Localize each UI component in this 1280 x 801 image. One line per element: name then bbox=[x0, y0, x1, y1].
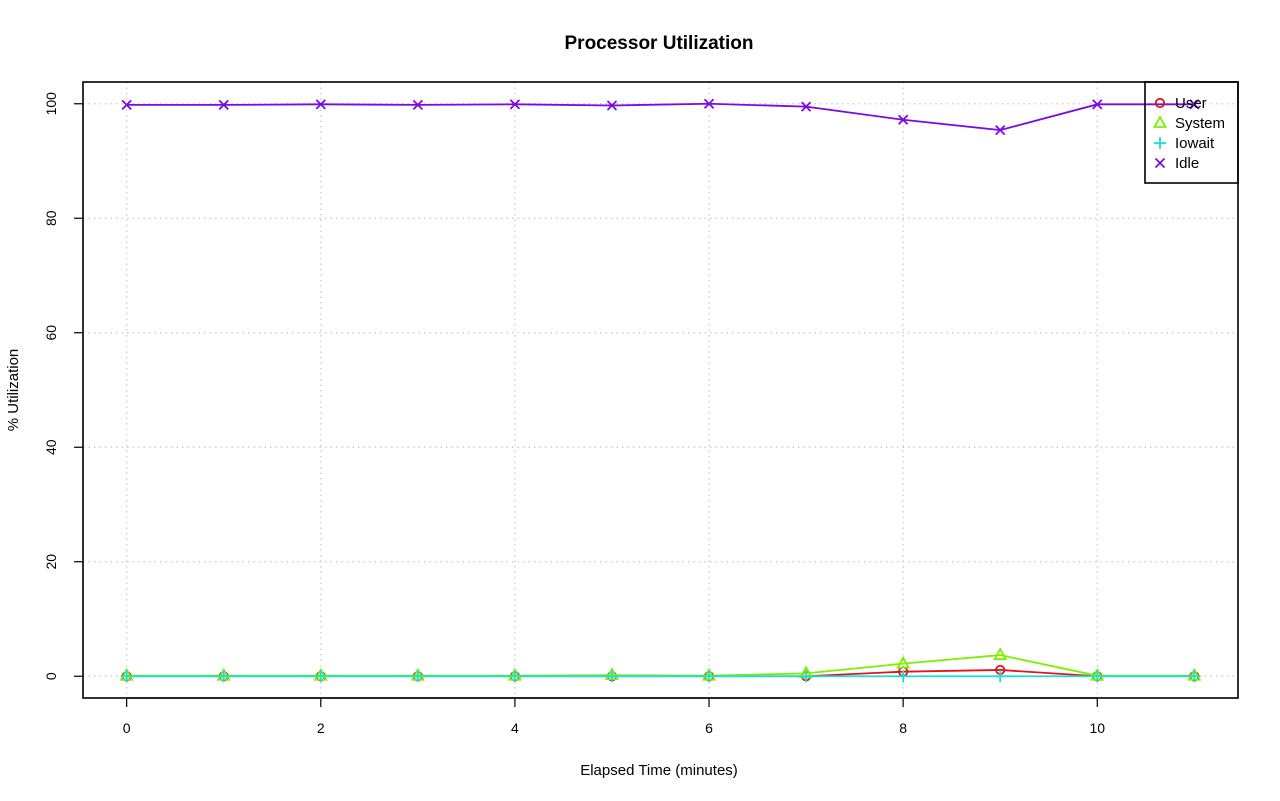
data-point-iowait bbox=[703, 670, 716, 683]
legend-item-iowait: Iowait bbox=[1154, 135, 1215, 152]
series-system bbox=[119, 647, 1202, 681]
data-point-idle bbox=[995, 124, 1006, 136]
y-tick-label: 60 bbox=[43, 325, 59, 341]
x-tick-label: 10 bbox=[1089, 720, 1105, 736]
y-tick-label: 0 bbox=[43, 672, 59, 680]
legend-marker-idle bbox=[1154, 157, 1166, 169]
series-idle bbox=[121, 98, 1200, 136]
legend-marker-system bbox=[1152, 115, 1168, 128]
y-tick-label: 100 bbox=[43, 92, 59, 116]
legend-label-system: System bbox=[1175, 115, 1225, 132]
y-axis: 0 20 40 60 80 100 bbox=[43, 92, 83, 680]
x-axis: 0 2 4 6 8 10 bbox=[123, 697, 1105, 736]
x-tick-label: 2 bbox=[317, 720, 325, 736]
series-iowait bbox=[120, 670, 1201, 683]
legend-marker-user bbox=[1154, 97, 1166, 109]
legend-label-iowait: Iowait bbox=[1175, 135, 1215, 152]
data-point-idle bbox=[800, 101, 812, 112]
data-point-iowait bbox=[1188, 670, 1201, 683]
data-point-idle bbox=[606, 100, 618, 111]
legend-item-system: System bbox=[1152, 115, 1225, 132]
legend-marker-iowait bbox=[1154, 137, 1166, 149]
x-tick-label: 4 bbox=[511, 720, 519, 736]
data-point-iowait bbox=[411, 670, 424, 683]
data-point-iowait bbox=[508, 670, 521, 683]
legend-item-idle: Idle bbox=[1154, 155, 1199, 172]
legend: User System Iowait Idle bbox=[1144, 81, 1239, 184]
data-point-iowait bbox=[1091, 670, 1104, 683]
x-tick-label: 6 bbox=[705, 720, 713, 736]
legend-item-user: User bbox=[1154, 95, 1207, 112]
data-point-idle bbox=[121, 99, 132, 111]
data-point-iowait bbox=[994, 670, 1007, 683]
data-point-system bbox=[896, 655, 911, 669]
legend-label-idle: Idle bbox=[1175, 155, 1199, 172]
y-tick-label: 20 bbox=[43, 554, 59, 570]
data-point-iowait bbox=[120, 670, 133, 683]
legend-box bbox=[1144, 81, 1239, 184]
data-point-idle bbox=[315, 99, 326, 110]
data-point-idle bbox=[509, 99, 521, 110]
x-tick-label: 0 bbox=[123, 720, 131, 736]
y-tick-label: 40 bbox=[43, 439, 59, 455]
x-axis-label: Elapsed Time (minutes) bbox=[580, 762, 738, 779]
data-point-idle bbox=[1189, 99, 1200, 110]
data-point-iowait bbox=[605, 670, 618, 683]
y-axis-label: % Utilization bbox=[5, 349, 22, 432]
plot-frame bbox=[82, 81, 1239, 699]
data-point-iowait bbox=[800, 670, 813, 683]
x-tick-label: 8 bbox=[899, 720, 907, 736]
data-point-iowait bbox=[897, 670, 910, 683]
data-point-idle bbox=[1092, 99, 1103, 110]
chart-title: Processor Utilization bbox=[565, 33, 754, 54]
series-layer bbox=[119, 98, 1202, 683]
data-point-idle bbox=[412, 99, 423, 111]
data-point-idle bbox=[218, 99, 229, 111]
series-user bbox=[121, 664, 1200, 682]
series-line-idle bbox=[126, 102, 1195, 132]
data-point-system bbox=[993, 647, 1008, 660]
y-tick-label: 80 bbox=[43, 210, 59, 226]
grid-lines bbox=[83, 82, 1238, 698]
data-point-idle bbox=[898, 114, 909, 125]
data-point-iowait bbox=[217, 670, 230, 683]
data-point-idle bbox=[703, 98, 715, 109]
data-point-iowait bbox=[314, 670, 327, 683]
legend-label-user: User bbox=[1175, 95, 1207, 112]
